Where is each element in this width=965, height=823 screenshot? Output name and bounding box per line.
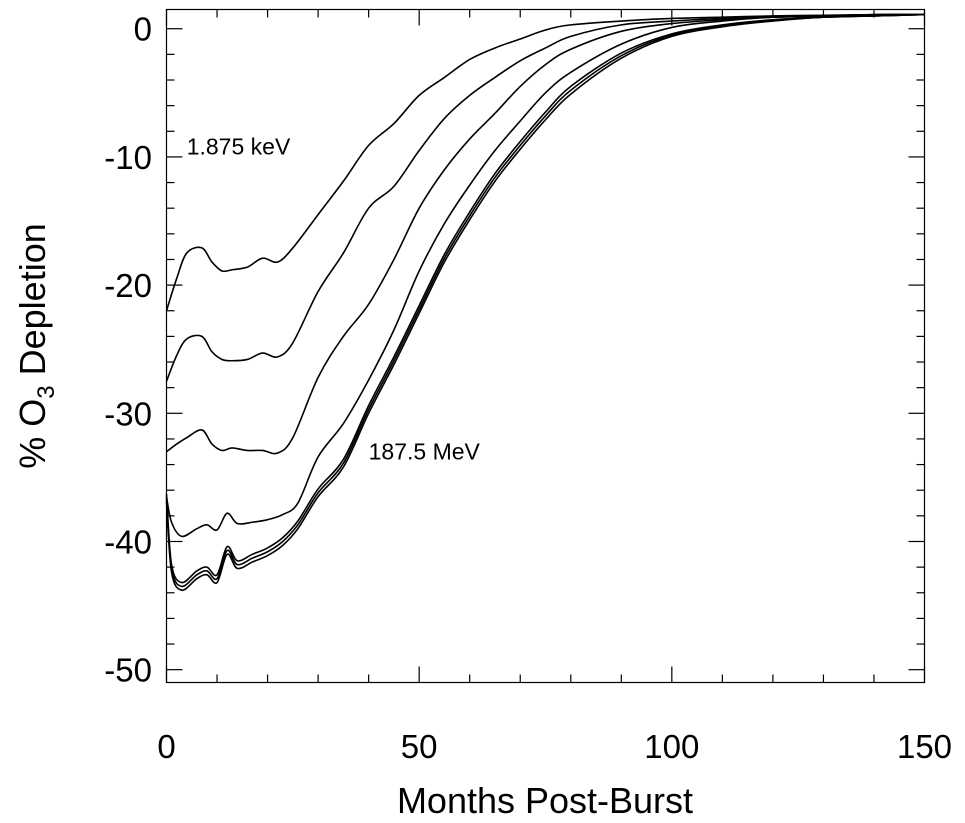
x-tick-label: 0: [157, 728, 175, 765]
x-tick-label: 50: [401, 728, 438, 765]
x-axis-title: Months Post-Burst: [397, 780, 693, 821]
y-axis-title-suffix: Depletion: [12, 223, 53, 385]
series-line-1: [165, 13, 925, 311]
series-layer: [165, 13, 925, 592]
annotation-layer: 1.875 keV 187.5 MeV: [187, 133, 481, 464]
annotation-label-2: 187.5 MeV: [369, 438, 481, 464]
series-line-6: [165, 13, 925, 588]
series-line-2: [165, 13, 925, 382]
y-tick-label: -30: [104, 395, 152, 432]
series-line-4: [165, 13, 925, 538]
axis-ticks: [165, 9, 926, 683]
y-axis-title-subscript: 3: [33, 385, 60, 398]
x-tick-label: 150: [897, 728, 952, 765]
y-axis-title: % O3 Depletion: [12, 223, 60, 468]
y-axis-title-prefix: % O: [12, 399, 53, 469]
y-tick-label: -10: [104, 139, 152, 176]
y-tick-label: -40: [104, 523, 152, 560]
y-tick-label: -50: [104, 652, 152, 689]
annotation-label-1: 1.875 keV: [187, 133, 291, 159]
tick-labels: 0 50 100 150 0 -10 -20 -30 -40 -50: [104, 11, 952, 765]
x-tick-label: 100: [644, 728, 699, 765]
plot-frame: [165, 8, 926, 684]
series-line-3: [166, 13, 925, 455]
series-line-7: [165, 13, 925, 592]
y-tick-label: 0: [134, 11, 152, 48]
series-line-5: [165, 13, 925, 584]
y-tick-label: -20: [104, 267, 152, 304]
